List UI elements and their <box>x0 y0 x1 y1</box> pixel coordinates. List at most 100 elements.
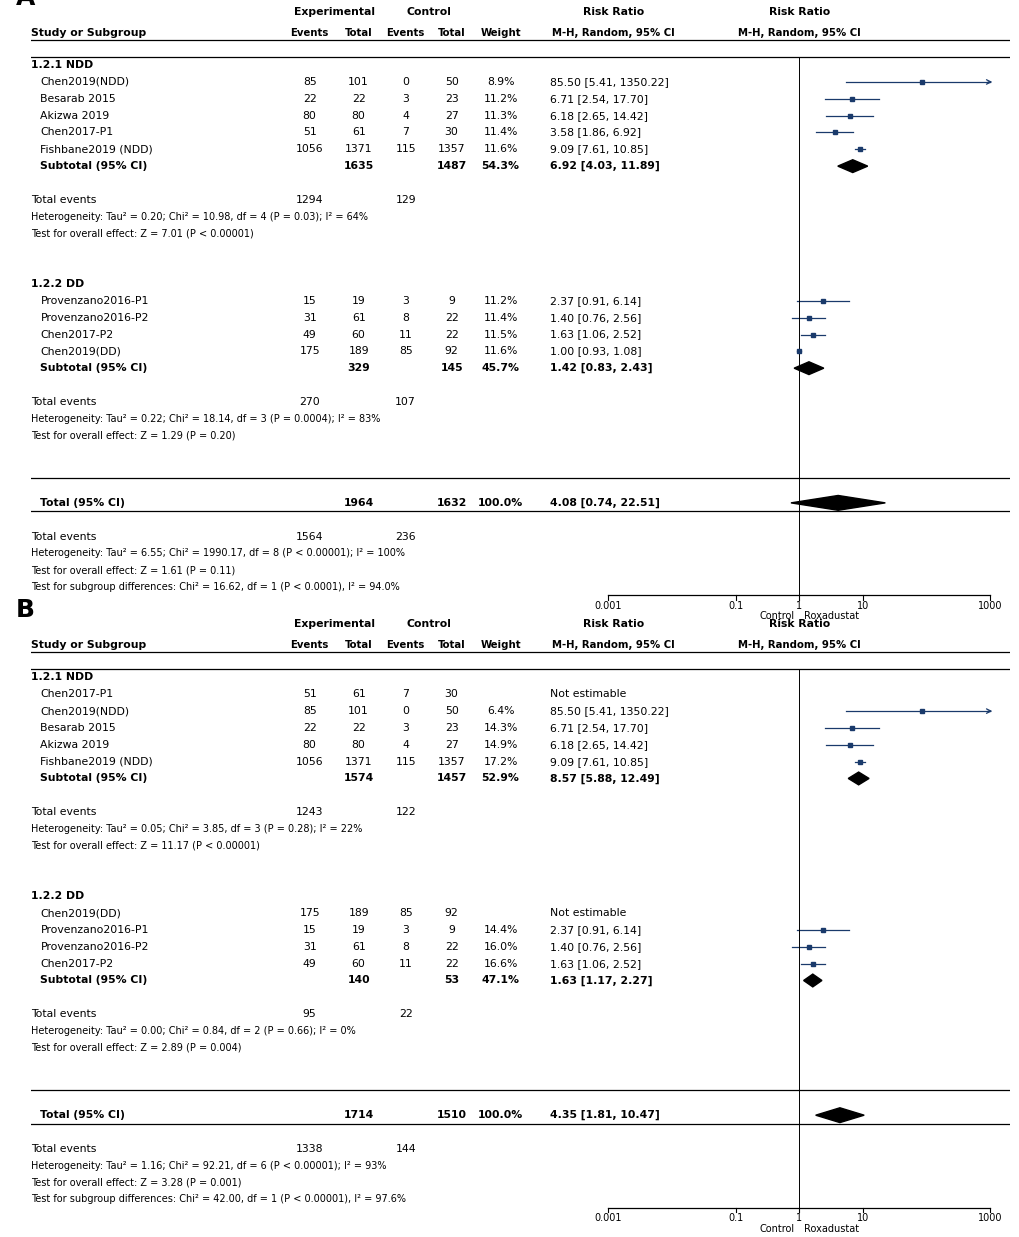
Text: 11: 11 <box>398 329 412 339</box>
Text: 11.4%: 11.4% <box>483 313 518 323</box>
Text: 22: 22 <box>444 329 459 339</box>
Text: 0: 0 <box>401 706 409 716</box>
Text: 1338: 1338 <box>296 1144 323 1154</box>
Text: Chen2017-P2: Chen2017-P2 <box>41 329 113 339</box>
Text: 85: 85 <box>398 908 412 918</box>
Text: 80: 80 <box>303 740 316 750</box>
Text: Fishbane2019 (NDD): Fishbane2019 (NDD) <box>41 757 153 767</box>
Text: 22: 22 <box>444 941 459 951</box>
Text: Study or Subgroup: Study or Subgroup <box>31 641 146 651</box>
Text: 6.18 [2.65, 14.42]: 6.18 [2.65, 14.42] <box>549 110 647 121</box>
Text: 27: 27 <box>444 110 459 121</box>
Text: 4.35 [1.81, 10.47]: 4.35 [1.81, 10.47] <box>549 1110 658 1121</box>
Text: Chen2019(DD): Chen2019(DD) <box>41 908 121 918</box>
Text: 22: 22 <box>444 959 459 969</box>
Text: 1.00 [0.93, 1.08]: 1.00 [0.93, 1.08] <box>549 346 641 356</box>
Text: 22: 22 <box>444 313 459 323</box>
Text: 22: 22 <box>303 722 316 734</box>
Text: Total (95% CI): Total (95% CI) <box>41 497 125 508</box>
Text: Subtotal (95% CI): Subtotal (95% CI) <box>41 364 148 374</box>
Text: 1000: 1000 <box>977 600 1002 611</box>
Text: 10: 10 <box>856 600 868 611</box>
Text: 50: 50 <box>444 77 459 87</box>
Text: 2.37 [0.91, 6.14]: 2.37 [0.91, 6.14] <box>549 925 640 935</box>
Text: 85.50 [5.41, 1350.22]: 85.50 [5.41, 1350.22] <box>549 77 667 87</box>
Text: 19: 19 <box>352 925 365 935</box>
Text: Weight: Weight <box>480 28 521 38</box>
Text: Chen2017-P1: Chen2017-P1 <box>41 127 113 137</box>
Text: 49: 49 <box>303 329 316 339</box>
Text: 85: 85 <box>303 706 316 716</box>
Text: 52.9%: 52.9% <box>481 773 519 783</box>
Text: 30: 30 <box>444 127 459 137</box>
Text: 1243: 1243 <box>296 807 323 818</box>
Text: 31: 31 <box>303 313 316 323</box>
Text: 8.9%: 8.9% <box>486 77 514 87</box>
Text: 15: 15 <box>303 296 316 306</box>
Text: 53: 53 <box>443 976 459 986</box>
Text: 3: 3 <box>401 722 409 734</box>
Text: 11.5%: 11.5% <box>483 329 518 339</box>
Text: 1635: 1635 <box>343 161 373 171</box>
Polygon shape <box>848 772 868 784</box>
Text: 0: 0 <box>401 77 409 87</box>
Text: Chen2019(NDD): Chen2019(NDD) <box>41 706 129 716</box>
Text: Events: Events <box>290 641 328 651</box>
Text: Test for overall effect: Z = 7.01 (P < 0.00001): Test for overall effect: Z = 7.01 (P < 0… <box>31 229 253 239</box>
Text: 23: 23 <box>444 94 459 104</box>
Text: Heterogeneity: Tau² = 0.05; Chi² = 3.85, df = 3 (P = 0.28); I² = 22%: Heterogeneity: Tau² = 0.05; Chi² = 3.85,… <box>31 824 362 834</box>
Text: 270: 270 <box>299 397 320 407</box>
Text: 61: 61 <box>352 313 365 323</box>
Text: Heterogeneity: Tau² = 1.16; Chi² = 92.21, df = 6 (P < 0.00001); I² = 93%: Heterogeneity: Tau² = 1.16; Chi² = 92.21… <box>31 1160 386 1170</box>
Text: Test for overall effect: Z = 2.89 (P = 0.004): Test for overall effect: Z = 2.89 (P = 0… <box>31 1043 240 1053</box>
Polygon shape <box>815 1108 863 1123</box>
Text: 4: 4 <box>401 740 409 750</box>
Text: 1.2.2 DD: 1.2.2 DD <box>31 280 84 289</box>
Text: 8: 8 <box>401 313 409 323</box>
Text: A: A <box>16 0 36 10</box>
Text: 17.2%: 17.2% <box>483 757 518 767</box>
Text: 19: 19 <box>352 296 365 306</box>
Text: 144: 144 <box>395 1144 416 1154</box>
Text: 11.6%: 11.6% <box>483 346 518 356</box>
Text: Test for overall effect: Z = 11.17 (P < 0.00001): Test for overall effect: Z = 11.17 (P < … <box>31 841 259 851</box>
Text: 85.50 [5.41, 1350.22]: 85.50 [5.41, 1350.22] <box>549 706 667 716</box>
Text: 9.09 [7.61, 10.85]: 9.09 [7.61, 10.85] <box>549 757 647 767</box>
Text: Akizwa 2019: Akizwa 2019 <box>41 110 109 121</box>
Text: 3: 3 <box>401 94 409 104</box>
Text: 0.1: 0.1 <box>728 1212 743 1223</box>
Text: 1.2.1 NDD: 1.2.1 NDD <box>31 673 93 683</box>
Text: M-H, Random, 95% CI: M-H, Random, 95% CI <box>737 641 860 651</box>
Text: 1: 1 <box>796 600 802 611</box>
Text: Besarab 2015: Besarab 2015 <box>41 722 116 734</box>
Text: 100.0%: 100.0% <box>478 497 523 508</box>
Text: Subtotal (95% CI): Subtotal (95% CI) <box>41 161 148 171</box>
Text: Provenzano2016-P1: Provenzano2016-P1 <box>41 925 149 935</box>
Text: 16.0%: 16.0% <box>483 941 518 951</box>
Text: 14.4%: 14.4% <box>483 925 518 935</box>
Text: 51: 51 <box>303 689 316 699</box>
Text: 10: 10 <box>856 1212 868 1223</box>
Text: Heterogeneity: Tau² = 0.00; Chi² = 0.84, df = 2 (P = 0.66); I² = 0%: Heterogeneity: Tau² = 0.00; Chi² = 0.84,… <box>31 1025 355 1037</box>
Text: 1.40 [0.76, 2.56]: 1.40 [0.76, 2.56] <box>549 941 640 951</box>
Text: 1: 1 <box>796 1212 802 1223</box>
Text: 6.4%: 6.4% <box>486 706 514 716</box>
Text: Risk Ratio: Risk Ratio <box>582 7 643 17</box>
Text: 11.2%: 11.2% <box>483 94 518 104</box>
Text: Provenzano2016-P2: Provenzano2016-P2 <box>41 941 149 951</box>
Text: 61: 61 <box>352 941 365 951</box>
Text: 92: 92 <box>444 908 459 918</box>
Text: 80: 80 <box>303 110 316 121</box>
Text: 85: 85 <box>398 346 412 356</box>
Text: 11.2%: 11.2% <box>483 296 518 306</box>
Text: 1487: 1487 <box>436 161 467 171</box>
Text: 1714: 1714 <box>343 1110 373 1121</box>
Text: 6.92 [4.03, 11.89]: 6.92 [4.03, 11.89] <box>549 161 658 171</box>
Text: Total events: Total events <box>31 194 96 205</box>
Text: Total: Total <box>437 641 465 651</box>
Text: Heterogeneity: Tau² = 6.55; Chi² = 1990.17, df = 8 (P < 0.00001); I² = 100%: Heterogeneity: Tau² = 6.55; Chi² = 1990.… <box>31 548 405 558</box>
Text: Events: Events <box>386 641 424 651</box>
Text: 100.0%: 100.0% <box>478 1110 523 1121</box>
Text: 15: 15 <box>303 925 316 935</box>
Text: 1632: 1632 <box>436 497 467 508</box>
